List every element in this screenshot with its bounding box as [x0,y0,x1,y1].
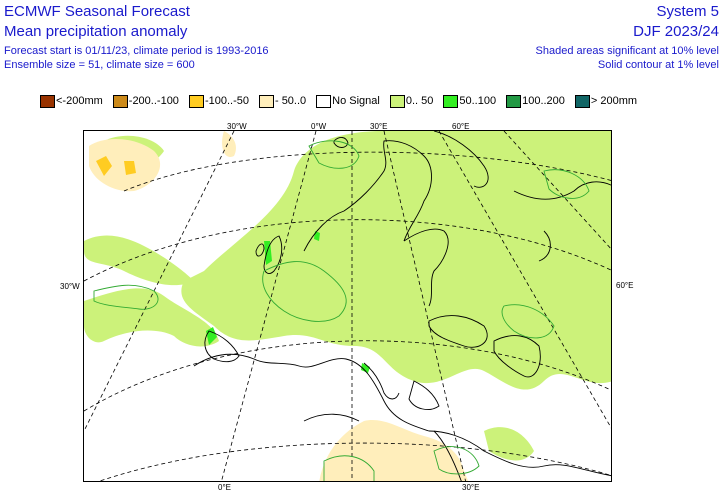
title-left: ECMWF Seasonal Forecast [4,3,190,20]
subtitle-left: Mean precipitation anomaly [4,23,188,40]
lon-label-0-bottom: 0°E [218,483,231,492]
legend-label: -200..-100 [128,95,179,107]
anomaly-negative-region [222,131,236,157]
significance-contours [93,140,590,481]
forecast-info-line1: Forecast start is 01/11/23, climate peri… [4,45,269,57]
lon-label-30e-top: 30°E [370,122,388,131]
legend-label: <-200mm [56,95,103,107]
anomaly-positive-medium [361,363,370,373]
season-right: DJF 2023/24 [633,23,719,40]
legend-item: No Signal [316,94,380,108]
legend-swatch [506,94,522,108]
anomaly-positive-medium [264,241,272,265]
legend-swatch [112,94,128,108]
lon-label-30w-top: 30°W [227,122,247,131]
legend-swatch [389,94,405,108]
anomaly-negative-region [319,420,469,481]
legend-swatch [574,94,590,108]
forecast-info-line2: Ensemble size = 51, climate size = 600 [4,59,195,71]
legend-label: No Signal [332,95,380,107]
legend-swatch [316,94,332,108]
map-canvas [84,131,611,481]
legend-swatch [188,94,204,108]
legend-item: 50..100 [443,94,497,108]
lat-label-right: 60°E [616,281,634,290]
significance-note-line1: Shaded areas significant at 10% level [535,45,719,57]
anomaly-negative-medium [96,156,136,176]
legend-item: -200..-100 [112,94,179,108]
lon-label-60e-top: 60°E [452,122,470,131]
legend-item: > 200mm [574,94,638,108]
legend-item: -100..-50 [188,94,249,108]
anomaly-positive-region [484,427,534,461]
legend-label: 100..200 [522,95,565,107]
legend-label: -100..-50 [204,95,249,107]
anomaly-negative-region [89,139,161,192]
legend-label: 50..100 [459,95,497,107]
legend: <-200mm -200..-100 -100..-50 - 50..0 No … [40,92,643,110]
significance-note-line2: Solid contour at 1% level [597,59,719,71]
title-right: System 5 [656,3,719,20]
graticule [84,131,611,481]
legend-label: - 50..0 [274,95,307,107]
precipitation-anomaly-map [83,130,612,482]
anomaly-positive-region [84,288,219,347]
legend-item: 100..200 [506,94,565,108]
anomaly-positive-region [84,235,194,286]
legend-label: 0.. 50 [405,95,434,107]
legend-swatch [40,94,55,108]
legend-swatch [258,94,274,108]
lon-label-0-top: 0°W [311,122,327,131]
coastlines [193,131,611,481]
lon-label-30e-bottom: 30°E [462,483,480,492]
legend-swatch [443,94,459,108]
legend-item: - 50..0 [258,94,307,108]
legend-label: > 200mm [590,95,638,107]
anomaly-positive-region [181,131,611,390]
legend-item: <-200mm [40,94,103,108]
lat-label-left: 30°W [60,282,80,291]
legend-item: 0.. 50 [389,94,434,108]
